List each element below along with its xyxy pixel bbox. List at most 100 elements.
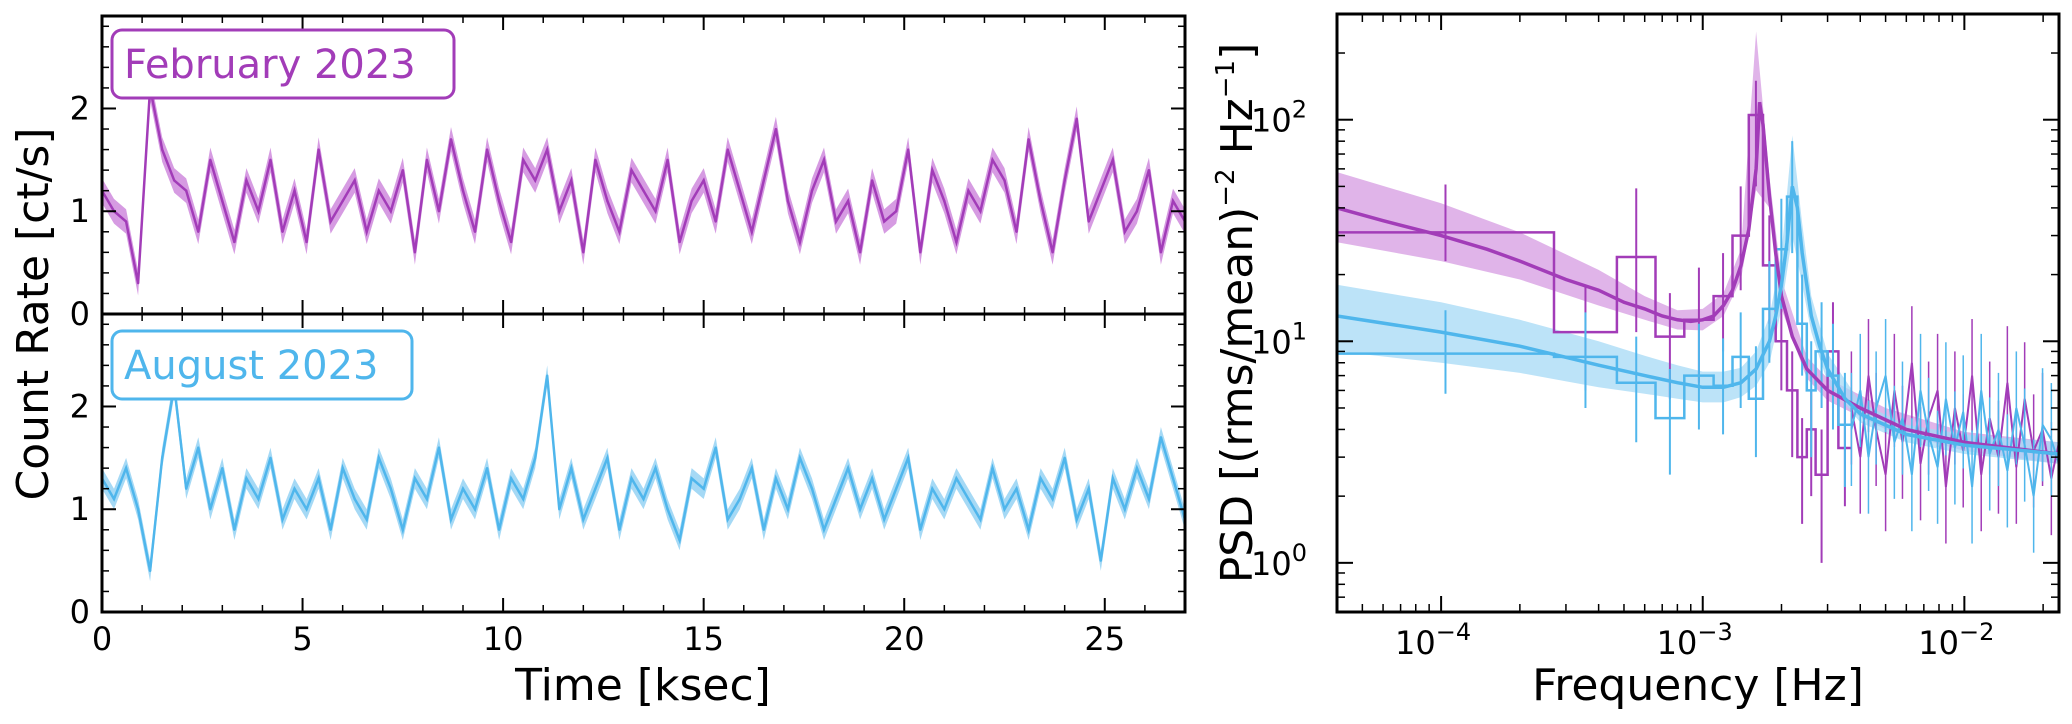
lightcurve-point: [534, 456, 537, 460]
y-tick-label: 102: [1251, 96, 1307, 140]
lightcurve-point: [606, 199, 609, 203]
august-legend-box: [110, 329, 414, 401]
lightcurve-point: [642, 189, 645, 192]
august-lightcurve-panel: 0 1 2 0 5 10 15 20 25 August 2023 Time [ksec]: [70, 312, 1187, 711]
lightcurve-point: [1063, 179, 1066, 182]
lightcurve-point: [509, 477, 513, 480]
lightcurve-point: [1123, 508, 1127, 511]
lightcurve-point: [774, 477, 778, 480]
lightcurve-point: [437, 446, 441, 449]
lightcurve-point: [991, 466, 994, 470]
lightcurve-point: [160, 456, 164, 460]
lightcurve-point: [558, 508, 561, 511]
aug-model-line: [1337, 185, 2059, 456]
lightcurve-point: [666, 508, 669, 511]
y-tick-label: 100: [1251, 539, 1307, 583]
lightcurve-point: [570, 466, 573, 470]
lightcurve-point: [1003, 179, 1006, 182]
lightcurve-point: [377, 456, 380, 460]
lightcurve-point: [401, 168, 405, 172]
lightcurve-point: [594, 487, 597, 490]
lightcurve-point: [943, 508, 946, 511]
lightcurve-point: [305, 240, 308, 244]
lightcurve-point: [148, 569, 152, 573]
lightcurve-point: [534, 179, 537, 182]
time-axis-label: Time [ksec]: [514, 660, 771, 711]
lightcurve-point: [546, 374, 549, 377]
lightcurve-point: [425, 158, 429, 162]
lightcurve-point: [955, 240, 958, 244]
lightcurve-point: [461, 487, 465, 490]
lightcurve-point: [931, 487, 934, 490]
lightcurve-point: [846, 466, 850, 470]
lightcurve-point: [738, 497, 741, 501]
lightcurve-point: [317, 148, 320, 151]
lightcurve-point: [353, 497, 356, 501]
lightcurve-point: [870, 477, 874, 480]
lightcurve-point: [389, 210, 392, 213]
psd-axis-label-main: PSD [(rms/mean): [1212, 207, 1263, 584]
lightcurve-point: [714, 446, 717, 449]
x-tick-label: 25: [1084, 620, 1125, 658]
lightcurve-point: [497, 199, 501, 203]
lightcurve-point: [221, 466, 224, 470]
lightcurve-point: [317, 477, 320, 480]
lightcurve-point: [1135, 210, 1139, 213]
lightcurve-point: [943, 199, 946, 203]
lightcurve-point: [798, 240, 802, 244]
lightcurve-point: [907, 148, 910, 151]
august-legend-label: August 2023: [124, 343, 379, 389]
lightcurve-point: [798, 456, 802, 460]
lightcurve-point: [726, 518, 729, 521]
x-tick-label: 10−4: [1395, 618, 1471, 662]
lightcurve-point: [1099, 189, 1102, 192]
lightcurve-point: [269, 158, 272, 162]
lightcurve-point: [209, 158, 212, 162]
lightcurve-point: [594, 158, 597, 162]
lightcurve-point: [485, 148, 489, 151]
lightcurve-point: [485, 466, 489, 470]
lightcurve-point: [281, 518, 284, 521]
february-legend-label: February 2023: [124, 42, 416, 88]
lightcurve-point: [305, 508, 308, 511]
x-tick-label: 15: [683, 620, 724, 658]
lightcurve-point: [160, 148, 164, 151]
lightcurve-point: [810, 189, 814, 192]
lightcurve-point: [413, 251, 417, 254]
lightcurve-point: [353, 179, 356, 182]
psd-axis-label-exp1: −2: [1211, 168, 1241, 206]
feb-binned-psd: [1337, 113, 1852, 476]
lightcurve-point: [702, 487, 705, 490]
x-tick-label: 10: [483, 620, 524, 658]
lightcurve-point: [401, 528, 405, 531]
lightcurve-point: [606, 456, 609, 460]
lightcurve-point: [919, 251, 922, 254]
y-tick-label: 0: [70, 295, 90, 333]
lightcurve-point: [329, 220, 332, 223]
lightcurve-point: [618, 230, 621, 233]
lightcurve-point: [437, 210, 441, 213]
lightcurve-point: [1015, 487, 1018, 490]
lightcurve-point: [1051, 251, 1054, 254]
lightcurve-point: [750, 466, 753, 470]
lightcurve-point: [738, 189, 741, 192]
lightcurve-point: [570, 179, 573, 182]
psd-axis-label-unit: Hz: [1212, 98, 1263, 168]
lightcurve-point: [822, 528, 826, 531]
lightcurve-point: [124, 220, 128, 223]
lightcurve-point: [630, 477, 633, 480]
lightcurve-point: [185, 189, 188, 192]
x-tick-label: 5: [292, 620, 312, 658]
lightcurve-point: [882, 518, 886, 521]
x-tick-label: 10−2: [1918, 618, 1994, 662]
lightcurve-point: [281, 230, 284, 233]
lightcurve-point: [907, 456, 910, 460]
lightcurve-point: [461, 189, 465, 192]
lightcurve-point: [882, 220, 886, 223]
lightcurve-point: [774, 127, 778, 131]
lightcurve-point: [473, 508, 477, 511]
lightcurve-point: [1051, 497, 1054, 501]
lightcurve-point: [895, 210, 898, 213]
lightcurve-point: [931, 168, 934, 172]
lightcurve-point: [979, 518, 982, 521]
